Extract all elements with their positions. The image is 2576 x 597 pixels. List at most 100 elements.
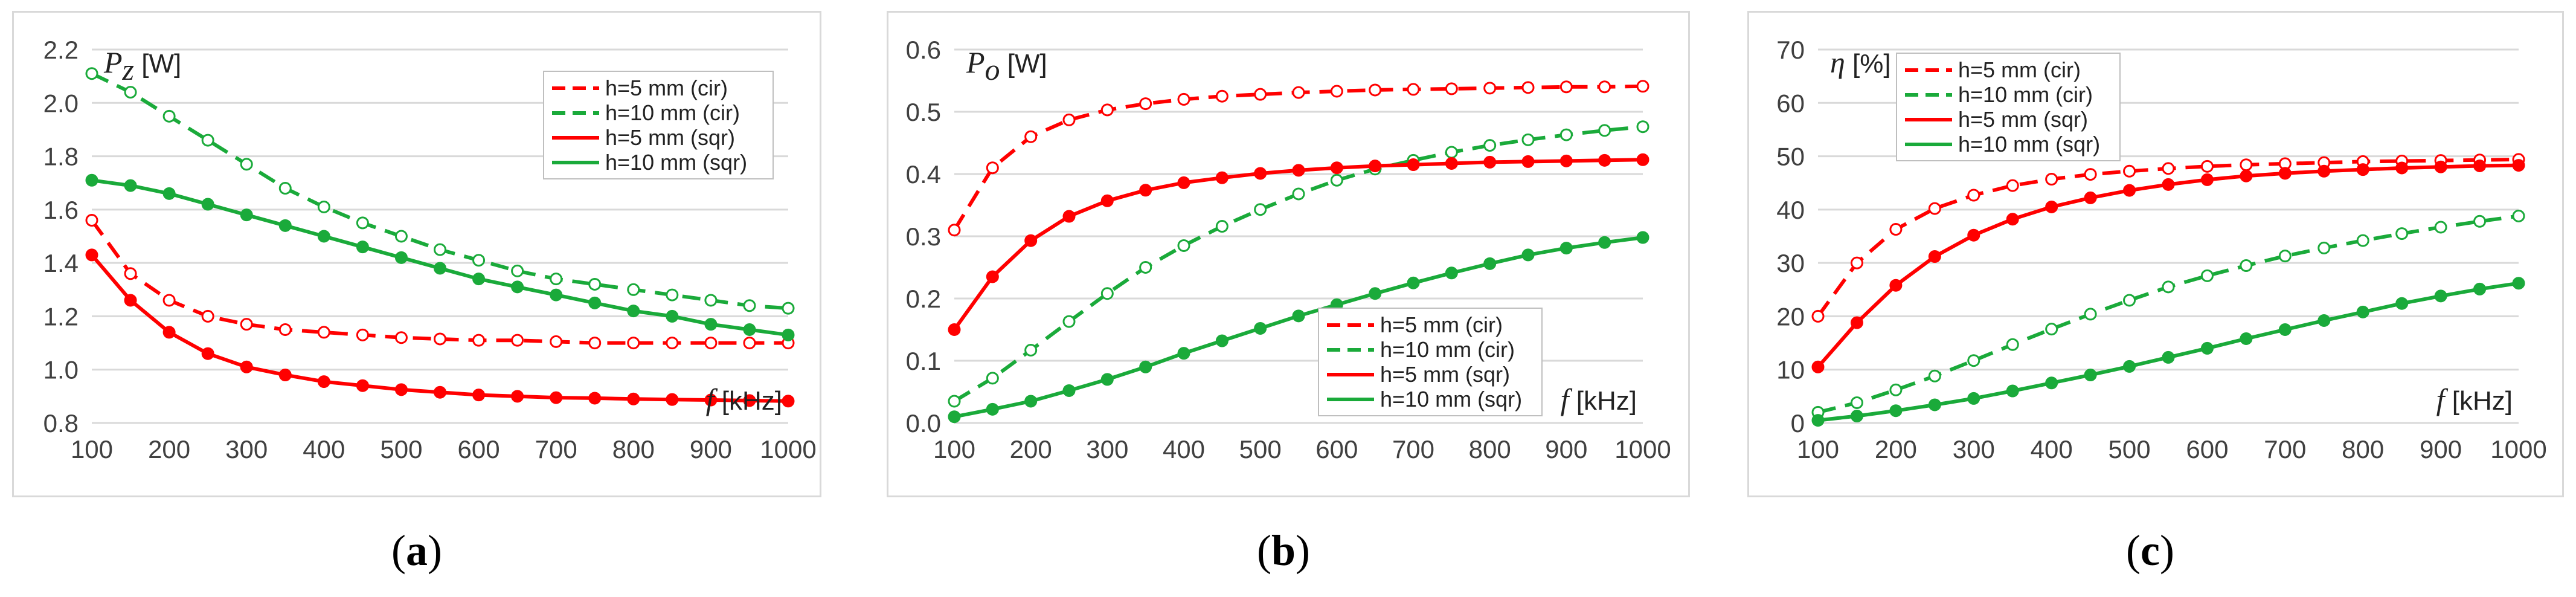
x-axis-label: f [kHz] [2436, 382, 2513, 416]
x-tick-label: 500 [2109, 435, 2151, 463]
legend-entry: h=5 mm (cir) [1958, 57, 2081, 82]
data-point [2084, 308, 2097, 321]
data-point [948, 323, 961, 336]
data-point [162, 187, 176, 200]
legend-entry: h=10 mm (sqr) [1958, 132, 2100, 157]
data-point [124, 86, 137, 99]
data-point [1445, 266, 1458, 280]
data-point [1100, 103, 1114, 117]
data-point [1177, 239, 1190, 252]
data-point [2162, 350, 2175, 364]
legend-entry: h=10 mm (cir) [1958, 82, 2093, 107]
y-tick-label: 2.0 [43, 89, 79, 117]
data-point [2278, 250, 2292, 263]
data-point [2045, 173, 2058, 186]
data-point [1254, 321, 1267, 335]
data-point [1445, 146, 1458, 159]
data-point [1024, 130, 1038, 143]
panel-label-paren: ( [391, 526, 406, 575]
x-tick-label: 200 [1010, 435, 1052, 463]
data-point [240, 158, 253, 171]
series-line-h-5-mm-cir- [952, 84, 1643, 231]
data-point [1889, 383, 1903, 396]
x-axis-unit: [kHz] [2445, 386, 2513, 416]
data-point [124, 267, 137, 280]
data-point [1062, 315, 1076, 328]
y-tick-label: 1.2 [43, 302, 79, 331]
data-point [201, 134, 214, 147]
x-tick-label: 900 [690, 435, 732, 463]
series-line-h-5-mm-cir- [90, 219, 788, 345]
data-point [317, 375, 330, 389]
legend-entry: h=5 mm (cir) [1380, 312, 1503, 337]
data-point [1811, 414, 1825, 427]
data-point [1889, 279, 1903, 292]
chart-2: 0 10 20 30 40 50 60 70 100 200 300 400 500 600 700 800 9… [1776, 36, 2546, 575]
data-point [986, 161, 999, 175]
data-point [1811, 309, 1825, 323]
data-point [2278, 167, 2292, 180]
x-tick-label: 400 [303, 435, 345, 463]
data-point [2045, 376, 2058, 390]
data-point [1100, 194, 1114, 207]
data-point [1139, 360, 1152, 373]
data-point [1850, 396, 1863, 409]
x-tick-label: 800 [2342, 435, 2384, 463]
data-point [434, 332, 446, 346]
data-point [2084, 191, 2097, 204]
data-point [948, 410, 961, 424]
x-tick-label: 100 [1797, 435, 1839, 463]
x-tick-label: 300 [1086, 435, 1128, 463]
data-point [1024, 343, 1038, 357]
data-point [278, 323, 292, 336]
data-point [2006, 179, 2019, 192]
panel-label-paren: ( [1257, 526, 1271, 575]
x-tick-label: 1000 [2490, 435, 2546, 463]
data-point [1369, 287, 1382, 300]
data-point [2356, 163, 2369, 176]
y-tick-label: 0.0 [906, 409, 941, 437]
chart-1: 0.0 0.1 0.2 0.3 0.4 0.5 0.6 100 200 300 400 500 600 7… [906, 36, 1671, 575]
x-tick-label: 900 [2420, 435, 2462, 463]
data-point [1445, 82, 1458, 95]
y-axis-unit: [%] [1845, 49, 1891, 79]
data-point [666, 288, 679, 302]
data-point [2123, 360, 2136, 373]
data-point [948, 395, 961, 408]
data-point [2512, 159, 2525, 172]
y-tick-label: 0.5 [906, 98, 941, 126]
data-point [317, 326, 330, 339]
data-point [1598, 124, 1611, 137]
data-point [1407, 276, 1420, 289]
panel-label: (a) [391, 526, 442, 575]
data-point [2123, 184, 2136, 197]
data-point [2278, 323, 2292, 336]
data-point [704, 393, 718, 407]
data-point [986, 372, 999, 385]
data-point [1928, 202, 1941, 215]
x-tick-label: 1000 [760, 435, 816, 463]
y-tick-label: 0.4 [906, 160, 941, 189]
data-point [1967, 392, 1980, 405]
data-point [743, 299, 756, 312]
data-point [1254, 167, 1267, 180]
data-point [1967, 228, 1980, 242]
data-point [1521, 248, 1535, 262]
data-point [2240, 158, 2253, 172]
x-axis-label: f [kHz] [706, 382, 782, 416]
data-point [1215, 89, 1229, 103]
panel-label-letter: c [2141, 526, 2160, 575]
chart-0: 0.8 1.0 1.2 1.4 1.6 1.8 2.0 2.2 100 200 300 400 500 6… [43, 36, 817, 575]
series-line-h-5-mm-sqr- [952, 158, 1643, 331]
data-point [1292, 164, 1305, 177]
data-point [434, 386, 446, 399]
data-point [743, 394, 756, 407]
data-point [511, 264, 524, 277]
data-point [162, 294, 176, 307]
legend-entry: h=10 mm (sqr) [1380, 387, 1522, 411]
data-point [1330, 161, 1343, 175]
legend-entry: h=10 mm (cir) [605, 100, 740, 125]
data-point [1559, 154, 1573, 167]
data-point [986, 270, 999, 283]
data-point [627, 337, 640, 350]
